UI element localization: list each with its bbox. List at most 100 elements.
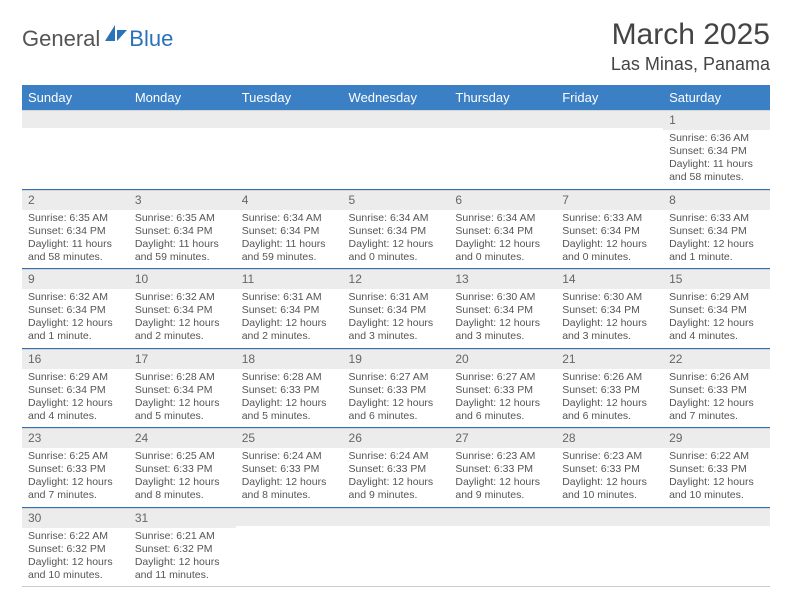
daylight-line: Daylight: 12 hours and 11 minutes. — [135, 556, 230, 582]
calendar-day: 30Sunrise: 6:22 AMSunset: 6:32 PMDayligh… — [22, 507, 129, 587]
day-number: 16 — [22, 349, 129, 369]
sunrise-line: Sunrise: 6:23 AM — [455, 450, 550, 463]
day-number: 2 — [22, 190, 129, 210]
sunrise-line: Sunrise: 6:24 AM — [242, 450, 337, 463]
daylight-line: Daylight: 12 hours and 6 minutes. — [562, 397, 657, 423]
calendar-day: 22Sunrise: 6:26 AMSunset: 6:33 PMDayligh… — [663, 348, 770, 428]
calendar-day: 29Sunrise: 6:22 AMSunset: 6:33 PMDayligh… — [663, 428, 770, 508]
day-number: 23 — [22, 428, 129, 448]
calendar-head: SundayMondayTuesdayWednesdayThursdayFrid… — [22, 85, 770, 110]
calendar-day — [449, 110, 556, 189]
sunset-line: Sunset: 6:34 PM — [242, 304, 337, 317]
daylight-line: Daylight: 11 hours and 59 minutes. — [242, 238, 337, 264]
sunrise-line: Sunrise: 6:29 AM — [669, 291, 764, 304]
sunrise-line: Sunrise: 6:26 AM — [562, 371, 657, 384]
logo-text-blue: Blue — [129, 26, 173, 52]
calendar-day — [129, 110, 236, 189]
day-body: Sunrise: 6:33 AMSunset: 6:34 PMDaylight:… — [663, 210, 770, 269]
calendar-day: 18Sunrise: 6:28 AMSunset: 6:33 PMDayligh… — [236, 348, 343, 428]
day-body: Sunrise: 6:34 AMSunset: 6:34 PMDaylight:… — [236, 210, 343, 269]
calendar-day: 13Sunrise: 6:30 AMSunset: 6:34 PMDayligh… — [449, 269, 556, 349]
sunset-line: Sunset: 6:32 PM — [28, 543, 123, 556]
page-header: General Blue March 2025 Las Minas, Panam… — [22, 18, 770, 75]
sunset-line: Sunset: 6:34 PM — [28, 225, 123, 238]
daylight-line: Daylight: 12 hours and 3 minutes. — [562, 317, 657, 343]
sunset-line: Sunset: 6:34 PM — [135, 384, 230, 397]
sunrise-line: Sunrise: 6:33 AM — [669, 212, 764, 225]
day-number: 4 — [236, 190, 343, 210]
day-body: Sunrise: 6:29 AMSunset: 6:34 PMDaylight:… — [22, 369, 129, 428]
day-body: Sunrise: 6:28 AMSunset: 6:33 PMDaylight:… — [236, 369, 343, 428]
sunset-line: Sunset: 6:34 PM — [135, 304, 230, 317]
day-number: 12 — [343, 269, 450, 289]
logo: General Blue — [22, 26, 173, 52]
sunset-line: Sunset: 6:34 PM — [669, 145, 764, 158]
calendar-day: 9Sunrise: 6:32 AMSunset: 6:34 PMDaylight… — [22, 269, 129, 349]
day-number: 9 — [22, 269, 129, 289]
weekday-header: Friday — [556, 85, 663, 110]
logo-text-general: General — [22, 26, 100, 52]
daylight-line: Daylight: 12 hours and 1 minute. — [669, 238, 764, 264]
day-body: Sunrise: 6:33 AMSunset: 6:34 PMDaylight:… — [556, 210, 663, 269]
calendar-day — [663, 507, 770, 587]
sunset-line: Sunset: 6:34 PM — [562, 304, 657, 317]
calendar-day — [236, 110, 343, 189]
sunrise-line: Sunrise: 6:25 AM — [28, 450, 123, 463]
sunset-line: Sunset: 6:33 PM — [562, 463, 657, 476]
daylight-line: Daylight: 12 hours and 3 minutes. — [349, 317, 444, 343]
calendar-day — [556, 507, 663, 587]
sunset-line: Sunset: 6:33 PM — [28, 463, 123, 476]
calendar-day: 12Sunrise: 6:31 AMSunset: 6:34 PMDayligh… — [343, 269, 450, 349]
sunrise-line: Sunrise: 6:35 AM — [28, 212, 123, 225]
day-number: 13 — [449, 269, 556, 289]
day-number: 31 — [129, 508, 236, 528]
day-number: 21 — [556, 349, 663, 369]
sunrise-line: Sunrise: 6:28 AM — [135, 371, 230, 384]
calendar-day: 24Sunrise: 6:25 AMSunset: 6:33 PMDayligh… — [129, 428, 236, 508]
calendar-week: 30Sunrise: 6:22 AMSunset: 6:32 PMDayligh… — [22, 507, 770, 587]
day-body: Sunrise: 6:22 AMSunset: 6:33 PMDaylight:… — [663, 448, 770, 507]
day-number: 24 — [129, 428, 236, 448]
calendar-day — [449, 507, 556, 587]
weekday-header: Saturday — [663, 85, 770, 110]
sunrise-line: Sunrise: 6:22 AM — [669, 450, 764, 463]
calendar-day: 21Sunrise: 6:26 AMSunset: 6:33 PMDayligh… — [556, 348, 663, 428]
calendar-week: 1Sunrise: 6:36 AMSunset: 6:34 PMDaylight… — [22, 110, 770, 189]
daylight-line: Daylight: 12 hours and 4 minutes. — [28, 397, 123, 423]
day-number: 3 — [129, 190, 236, 210]
day-number: 19 — [343, 349, 450, 369]
day-body: Sunrise: 6:26 AMSunset: 6:33 PMDaylight:… — [556, 369, 663, 428]
day-body: Sunrise: 6:35 AMSunset: 6:34 PMDaylight:… — [129, 210, 236, 269]
calendar-day: 17Sunrise: 6:28 AMSunset: 6:34 PMDayligh… — [129, 348, 236, 428]
sunset-line: Sunset: 6:33 PM — [242, 463, 337, 476]
daylight-line: Daylight: 12 hours and 0 minutes. — [562, 238, 657, 264]
day-body: Sunrise: 6:35 AMSunset: 6:34 PMDaylight:… — [22, 210, 129, 269]
day-number: 22 — [663, 349, 770, 369]
sunset-line: Sunset: 6:33 PM — [242, 384, 337, 397]
sunrise-line: Sunrise: 6:33 AM — [562, 212, 657, 225]
calendar-day: 23Sunrise: 6:25 AMSunset: 6:33 PMDayligh… — [22, 428, 129, 508]
day-number: 7 — [556, 190, 663, 210]
sunset-line: Sunset: 6:34 PM — [349, 304, 444, 317]
calendar-day: 20Sunrise: 6:27 AMSunset: 6:33 PMDayligh… — [449, 348, 556, 428]
day-body: Sunrise: 6:23 AMSunset: 6:33 PMDaylight:… — [449, 448, 556, 507]
daylight-line: Daylight: 12 hours and 10 minutes. — [669, 476, 764, 502]
day-body: Sunrise: 6:23 AMSunset: 6:33 PMDaylight:… — [556, 448, 663, 507]
daylight-line: Daylight: 12 hours and 1 minute. — [28, 317, 123, 343]
day-body: Sunrise: 6:31 AMSunset: 6:34 PMDaylight:… — [236, 289, 343, 348]
calendar-day: 26Sunrise: 6:24 AMSunset: 6:33 PMDayligh… — [343, 428, 450, 508]
day-body: Sunrise: 6:32 AMSunset: 6:34 PMDaylight:… — [22, 289, 129, 348]
calendar-day: 16Sunrise: 6:29 AMSunset: 6:34 PMDayligh… — [22, 348, 129, 428]
sunset-line: Sunset: 6:34 PM — [562, 225, 657, 238]
calendar-day — [556, 110, 663, 189]
sunrise-line: Sunrise: 6:23 AM — [562, 450, 657, 463]
daylight-line: Daylight: 12 hours and 10 minutes. — [562, 476, 657, 502]
daylight-line: Daylight: 12 hours and 6 minutes. — [455, 397, 550, 423]
day-number: 1 — [663, 110, 770, 130]
calendar-day: 5Sunrise: 6:34 AMSunset: 6:34 PMDaylight… — [343, 189, 450, 269]
day-number: 10 — [129, 269, 236, 289]
sunrise-line: Sunrise: 6:34 AM — [242, 212, 337, 225]
daylight-line: Daylight: 12 hours and 8 minutes. — [135, 476, 230, 502]
day-body: Sunrise: 6:24 AMSunset: 6:33 PMDaylight:… — [236, 448, 343, 507]
sunset-line: Sunset: 6:33 PM — [669, 384, 764, 397]
